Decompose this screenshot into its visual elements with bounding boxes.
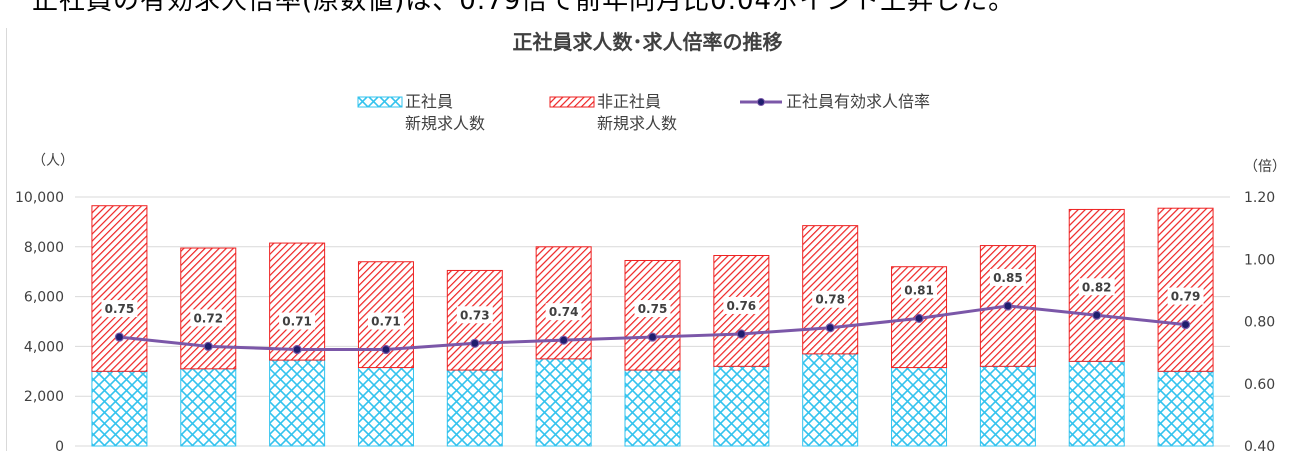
legend-label-regular-line2: 新規求人数 [405, 114, 486, 133]
legend-label-ratio: 正社員有効求人倍率 [786, 92, 931, 111]
bar-regular [979, 365, 1036, 447]
legend-item-nonregular: 非正社員 新規求人数 [549, 91, 677, 135]
right-axis-tick-label: 0.40 [1244, 439, 1275, 451]
ratio-label-bg [279, 312, 316, 330]
left-axis-unit: （人） [32, 153, 74, 169]
left-axis-tick-label: 10,000 [15, 190, 64, 206]
left-axis-tick-label: 6,000 [24, 290, 64, 306]
bar-regular [713, 365, 770, 447]
right-axis-tick-label: 1.00 [1244, 252, 1275, 268]
ratio-point [914, 313, 924, 323]
bar-regular [357, 367, 414, 447]
ratio-data-label: 0.81 [904, 283, 934, 297]
ratio-label-bg [367, 312, 404, 330]
ratio-label-bg [1078, 278, 1115, 296]
right-axis-tick-label: 0.80 [1244, 315, 1275, 331]
legend-swatch-ratio [740, 98, 782, 106]
ratio-data-label: 0.79 [1171, 290, 1201, 304]
chart-title: 正社員求人数･求人倍率の推移 [512, 30, 783, 54]
bar-nonregular [624, 259, 681, 371]
bar-regular [446, 369, 503, 447]
ratio-point [736, 329, 746, 339]
ratio-label-bg [723, 296, 760, 314]
ratio-data-label: 0.74 [549, 305, 579, 319]
ratio-data-label: 0.76 [727, 299, 757, 313]
ratio-label-bg [101, 300, 138, 318]
bar-regular [535, 358, 592, 447]
bar-regular [1068, 360, 1125, 447]
legend-item-ratio: 正社員有効求人倍率 [738, 91, 930, 113]
caption-text: 正社員の有効求人倍率(原数値)は、0.79倍で前年同月比0.04ポイント上昇した… [32, 0, 1016, 16]
right-axis-unit: （倍） [1244, 159, 1286, 175]
legend-label-nonregular-line2: 新規求人数 [597, 114, 678, 133]
left-axis-tick-label: 8,000 [24, 240, 64, 256]
ratio-label-bg [190, 309, 227, 327]
ratio-data-label: 0.71 [282, 315, 312, 329]
bar-nonregular [180, 247, 237, 370]
bar-regular [802, 353, 859, 447]
ratio-data-label: 0.82 [1082, 280, 1112, 294]
ratio-label-bg [989, 268, 1026, 286]
ratio-label-bg [545, 303, 582, 321]
ratio-point [114, 332, 125, 342]
ratio-label-bg [812, 290, 849, 308]
bar-regular [91, 370, 148, 447]
right-axis-tick-label: 1.20 [1244, 190, 1275, 206]
ratio-data-label: 0.75 [105, 302, 135, 316]
ratio-point [470, 338, 480, 348]
bar-nonregular [269, 242, 326, 361]
left-axis-tick-label: 0 [55, 439, 64, 451]
left-axis-tick-label: 2,000 [24, 389, 64, 405]
ratio-point [292, 344, 302, 355]
bar-regular [1157, 370, 1214, 447]
ratio-data-label: 0.72 [193, 311, 223, 325]
bar-regular [269, 359, 326, 447]
ratio-data-label: 0.78 [815, 293, 845, 307]
ratio-point [1180, 320, 1191, 330]
right-axis-tick-label: 0.60 [1244, 377, 1275, 393]
legend-label-regular-line1: 正社員 [405, 92, 454, 111]
ratio-data-label: 0.85 [993, 271, 1023, 285]
bar-regular [180, 368, 237, 447]
legend-swatch-nonregular [549, 96, 595, 108]
ratio-label-bg [456, 306, 493, 324]
ratio-point [559, 335, 569, 345]
legend-swatch-regular [357, 96, 403, 108]
ratio-data-label: 0.71 [371, 315, 401, 329]
bar-nonregular [91, 205, 148, 372]
chart-frame-border [6, 28, 7, 451]
legend-item-regular: 正社員 新規求人数 [357, 91, 485, 135]
ratio-data-label: 0.75 [638, 302, 668, 316]
ratio-point [825, 323, 835, 333]
ratio-label-bg [634, 300, 671, 318]
legend-label-nonregular-line1: 非正社員 [597, 92, 662, 111]
ratio-label-bg [1167, 287, 1204, 305]
ratio-point [381, 344, 391, 355]
ratio-point [203, 341, 213, 351]
left-axis-tick-label: 4,000 [24, 339, 64, 355]
bar-regular [891, 367, 948, 447]
ratio-point [1003, 301, 1013, 311]
bar-regular [624, 369, 681, 447]
ratio-data-label: 0.73 [460, 308, 490, 322]
bar-nonregular [802, 225, 859, 355]
ratio-point [647, 332, 658, 342]
ratio-point [1092, 310, 1102, 320]
ratio-label-bg [901, 281, 938, 299]
